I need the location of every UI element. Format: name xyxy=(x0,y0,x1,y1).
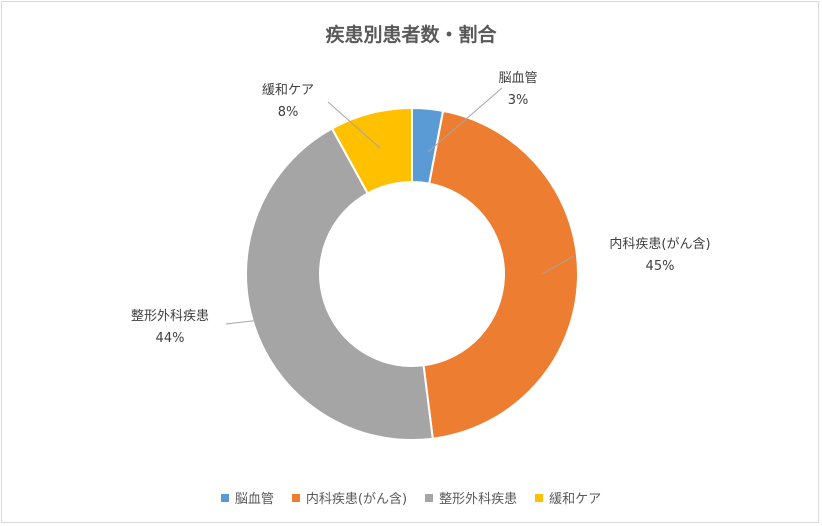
legend-swatch xyxy=(220,493,229,502)
legend-item: 脳血管 xyxy=(220,488,274,507)
legend-item: 整形外科疾患 xyxy=(425,488,517,507)
data-label-percent-4: 8% xyxy=(278,105,299,120)
leader-line-1 xyxy=(427,87,503,153)
donut-slice-2 xyxy=(422,109,579,440)
legend-label: 緩和ケア xyxy=(549,492,602,507)
legend-swatch xyxy=(291,493,300,502)
data-label-percent-3: 44% xyxy=(156,331,185,346)
legend-item: 緩和ケア xyxy=(535,488,601,507)
legend-label: 内科疾患(がん含) xyxy=(305,492,408,507)
donut-chart: 脳血管 3% 内科疾患(がん含) 45% 整形外科疾患 44% 緩和ケア 8% xyxy=(131,71,711,441)
legend-swatch xyxy=(535,493,544,502)
legend-label: 脳血管 xyxy=(234,492,274,507)
chart-legend: 脳血管 内科疾患(がん含) 整形外科疾患 緩和ケア xyxy=(2,488,820,507)
legend-swatch xyxy=(425,493,434,502)
leader-line-3 xyxy=(225,319,261,325)
data-label-category-3: 整形外科疾患 xyxy=(131,309,209,324)
data-label-category-4: 緩和ケア xyxy=(262,83,314,98)
chart-title: 疾患別患者数・割合 xyxy=(325,24,497,46)
legend-item: 内科疾患(がん含) xyxy=(291,488,408,507)
leader-line-2 xyxy=(541,255,575,275)
donut-slice-3 xyxy=(245,127,434,441)
leader-line-4 xyxy=(327,101,381,149)
donut-slice-4 xyxy=(330,106,413,195)
data-label-category-1: 脳血管 xyxy=(498,71,537,86)
data-label-percent-2: 45% xyxy=(646,259,675,274)
data-label-percent-1: 3% xyxy=(508,93,529,108)
legend-label: 整形外科疾患 xyxy=(439,492,518,507)
data-label-category-2: 内科疾患(がん含) xyxy=(609,236,710,252)
